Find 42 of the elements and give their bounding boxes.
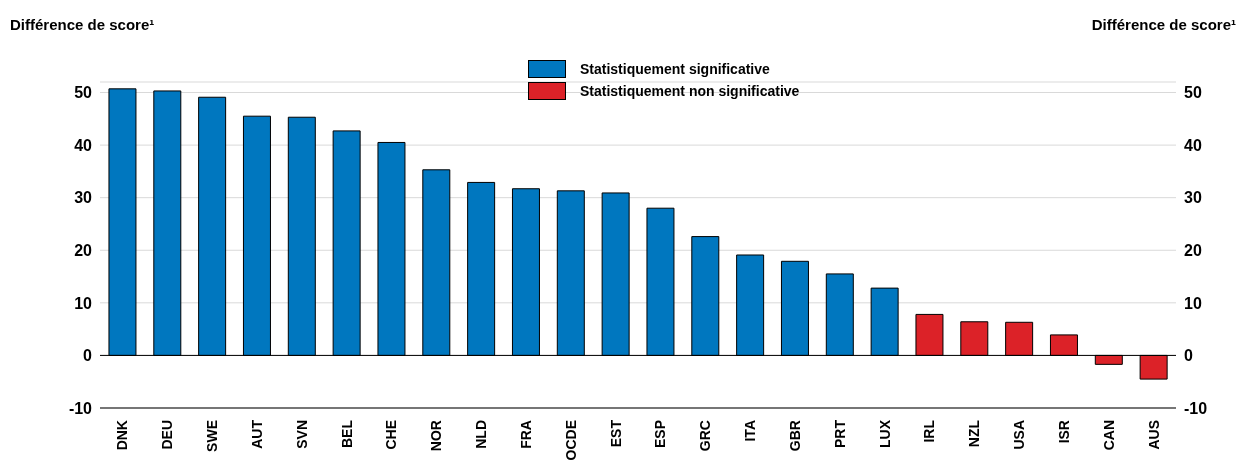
y-tick-label: 30 xyxy=(74,189,93,207)
x-tick-label: NLD xyxy=(473,420,490,449)
x-tick-label: FRA xyxy=(517,420,534,449)
x-tick-label: SVN xyxy=(293,420,310,449)
x-tick-label: BEL xyxy=(338,419,355,448)
x-tick-label: ISR xyxy=(1055,420,1072,444)
x-tick-label: OCDE xyxy=(562,420,579,461)
legend-label: Statistiquement significative xyxy=(580,61,770,77)
y-tick-label: 0 xyxy=(83,347,93,365)
x-tick-label: NZL xyxy=(966,419,983,448)
x-tick-label: IRL xyxy=(921,419,938,443)
x-tick-label: GBR xyxy=(786,420,803,452)
x-tick-label: AUT xyxy=(248,419,265,449)
x-tick-label: NOR xyxy=(428,420,445,452)
y-axis-title: Différence de score¹ xyxy=(10,16,155,33)
x-tick-label: LUX xyxy=(876,419,893,448)
x-tick-label: DEU xyxy=(159,420,176,450)
y-tick-label: 10 xyxy=(74,294,93,312)
x-tick-label: DNK xyxy=(114,420,131,451)
y2-tick-label: 50 xyxy=(1184,84,1202,102)
y-tick-label: -10 xyxy=(68,399,93,417)
y2-tick-label: 40 xyxy=(1184,136,1202,154)
x-tick-label: EST xyxy=(607,419,624,448)
y-tick-label: 50 xyxy=(74,84,93,102)
y2-axis-title: Différence de score¹ xyxy=(1091,16,1236,33)
y2-tick-label: 10 xyxy=(1184,294,1202,312)
x-tick-label: GRC xyxy=(697,420,714,452)
y2-tick-label: 20 xyxy=(1184,241,1202,259)
y-tick-label: 20 xyxy=(74,241,93,259)
legend-label: Statistiquement non significative xyxy=(580,83,800,99)
x-tick-label: SWE xyxy=(204,420,221,452)
x-tick-label: ITA xyxy=(742,420,759,442)
x-tick-label: CAN xyxy=(1100,420,1117,451)
x-tick-label: PRT xyxy=(831,419,848,448)
y2-tick-label: 0 xyxy=(1184,347,1193,365)
x-tick-label: ESP xyxy=(652,420,669,449)
x-tick-label: USA xyxy=(1011,420,1028,450)
y2-tick-label: 30 xyxy=(1184,189,1202,207)
x-tick-label: AUS xyxy=(1145,420,1162,450)
y-tick-label: 40 xyxy=(74,136,93,154)
y2-tick-label: -10 xyxy=(1184,399,1208,417)
x-tick-label: CHE xyxy=(383,420,400,450)
